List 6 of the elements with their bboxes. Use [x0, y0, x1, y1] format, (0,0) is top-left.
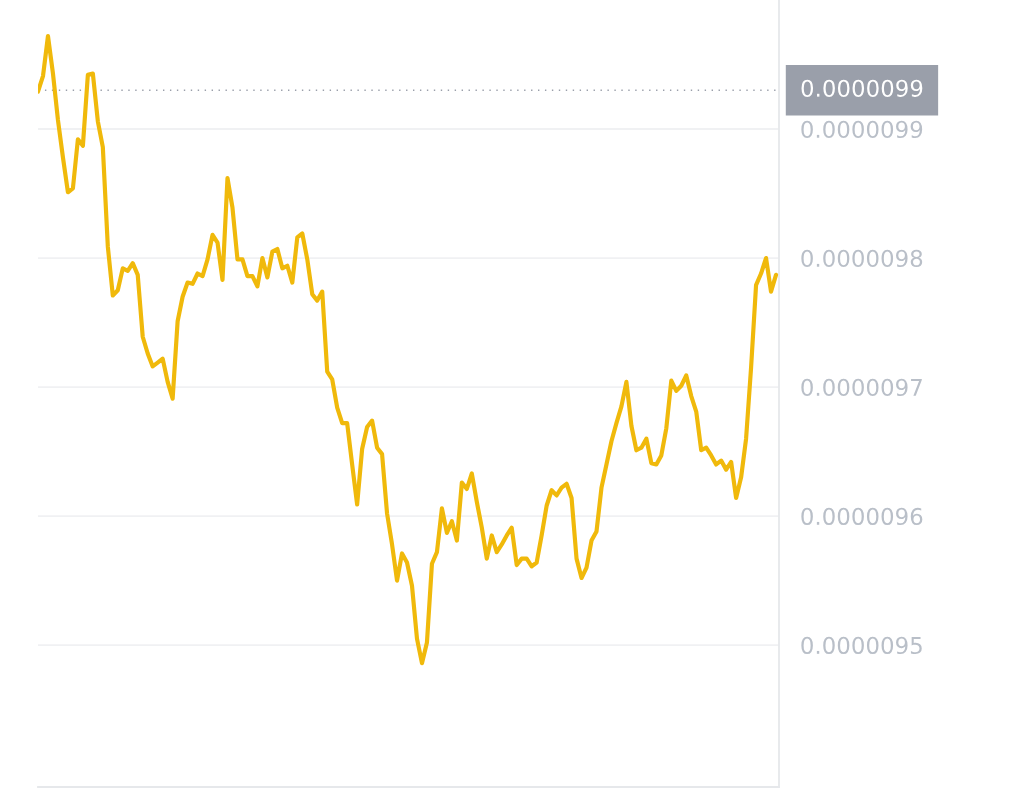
y-tick-label: 0.0000099 — [801, 120, 923, 139]
line-series — [38, 34, 779, 666]
y-tick-label: 0.0000095 — [801, 636, 922, 655]
y-tick-label: 0.0000097 — [801, 378, 922, 397]
y-tick-label: 0.0000096 — [801, 507, 923, 526]
y-tick-label: 0.0000098 — [801, 249, 923, 268]
